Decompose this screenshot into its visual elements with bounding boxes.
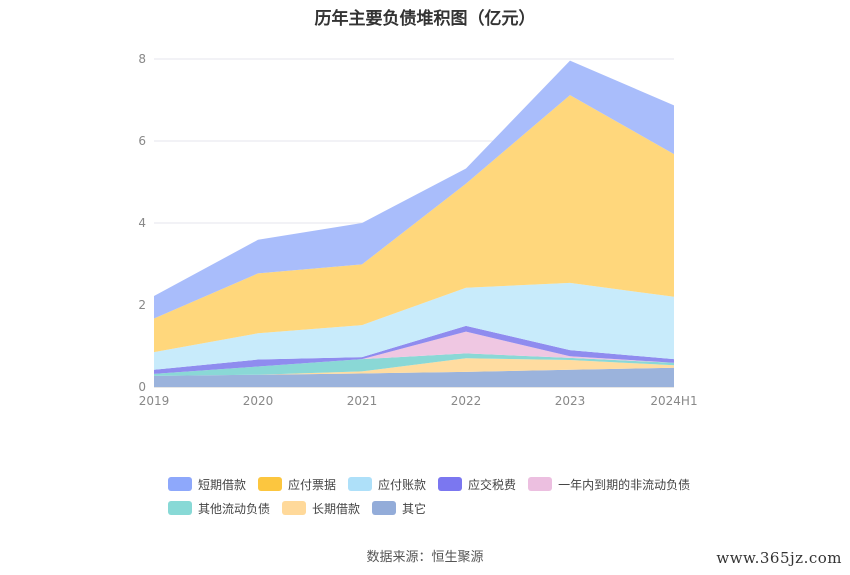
y-tick-label: 4 <box>138 216 146 230</box>
legend-label: 其他流动负债 <box>198 501 271 516</box>
legend-item-long-term-loans[interactable]: 长期借款 <box>282 500 360 517</box>
area-series <box>154 358 674 376</box>
x-tick-label: 2022 <box>451 394 482 408</box>
area-series <box>154 367 674 387</box>
x-tick-label: 2024H1 <box>650 394 697 408</box>
legend-item-other-current-liabilities[interactable]: 其他流动负债 <box>168 500 270 517</box>
legend-item-short-term-loans[interactable]: 短期借款 <box>168 476 246 493</box>
legend-label: 短期借款 <box>198 477 247 492</box>
legend-item-taxes-payable[interactable]: 应交税费 <box>438 476 516 493</box>
legend-swatch <box>348 477 373 491</box>
area-series <box>154 353 674 376</box>
legend-row-2: 其他流动负债 长期借款 其它 <box>168 496 728 520</box>
legend-swatch <box>528 477 553 491</box>
area-series <box>154 282 674 370</box>
area-series <box>154 325 674 374</box>
x-tick-label: 2021 <box>347 394 378 408</box>
legend-label: 应交税费 <box>468 477 517 492</box>
watermark: www.365jz.com <box>716 549 842 567</box>
legend-label: 应付账款 <box>378 477 427 492</box>
legend-swatch <box>168 501 192 515</box>
legend-item-accounts-payable[interactable]: 应付账款 <box>348 476 426 493</box>
area-series <box>154 95 674 353</box>
data-source-note: 数据来源：恒生聚源 <box>366 550 484 565</box>
x-tick-label: 2019 <box>139 394 170 408</box>
y-tick-label: 0 <box>138 380 146 394</box>
legend-swatch <box>282 501 307 515</box>
legend-item-current-portion-noncurrent[interactable]: 一年内到期的非流动负债 <box>528 476 690 493</box>
legend-row-1: 短期借款 应付票据 应付账款 应交税费 一年内到期的非流动负债 <box>168 472 728 496</box>
area-series <box>154 60 674 319</box>
legend-label: 一年内到期的非流动负债 <box>558 477 691 492</box>
area-series <box>154 331 674 374</box>
legend-swatch <box>438 477 463 491</box>
legend-item-notes-payable[interactable]: 应付票据 <box>258 476 336 493</box>
legend-swatch <box>258 477 283 491</box>
legend-swatch <box>372 501 397 515</box>
x-tick-label: 2023 <box>555 394 586 408</box>
y-tick-label: 6 <box>138 134 146 148</box>
legend-label: 应付票据 <box>288 477 337 492</box>
y-tick-label: 8 <box>138 52 146 66</box>
legend-label: 其它 <box>402 501 427 516</box>
y-tick-label: 2 <box>138 298 146 312</box>
legend-swatch <box>168 477 192 491</box>
chart-legend: 短期借款 应付票据 应付账款 应交税费 一年内到期的非流动负债 其他流动负债 长… <box>168 472 728 520</box>
legend-label: 长期借款 <box>312 501 361 516</box>
chart-title: 历年主要负债堆积图（亿元） <box>314 9 536 29</box>
x-tick-label: 2020 <box>243 394 274 408</box>
legend-item-other[interactable]: 其它 <box>372 500 426 517</box>
